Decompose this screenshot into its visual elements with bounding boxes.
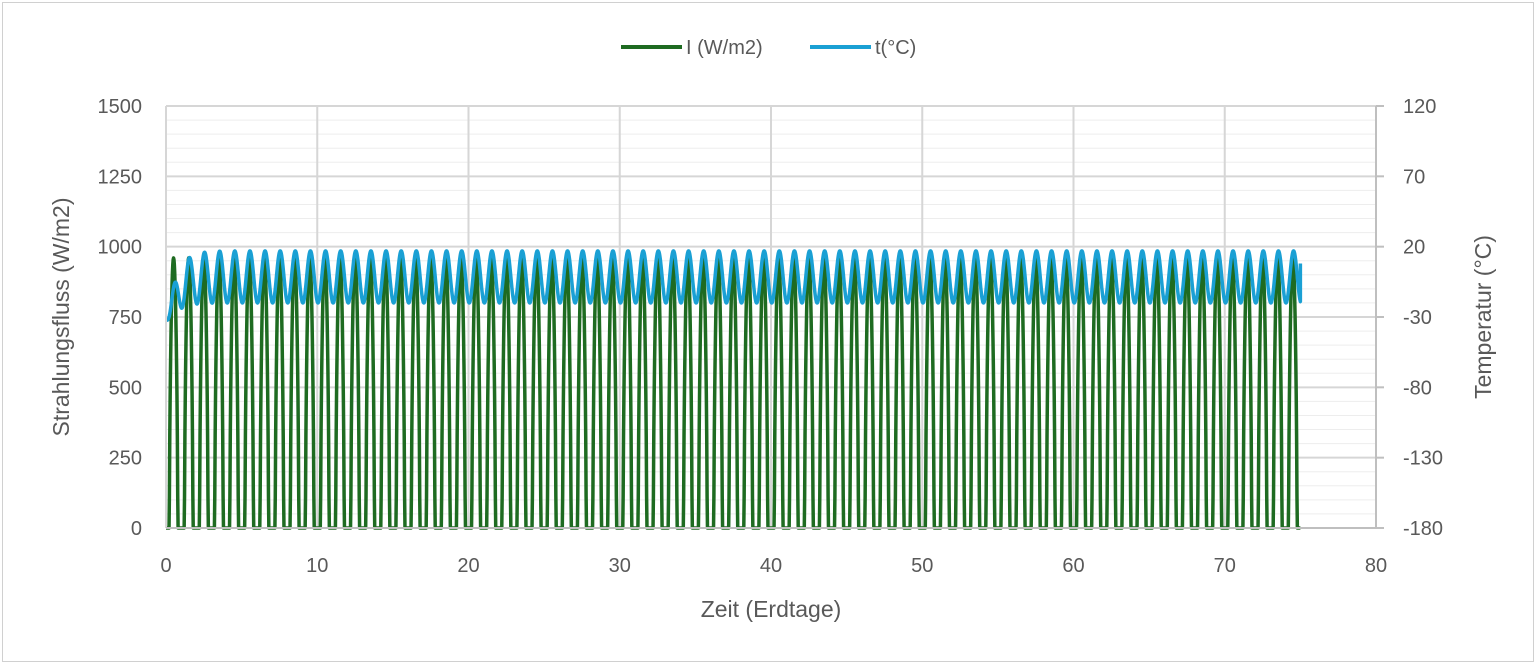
y-tick-label: 750	[109, 307, 142, 329]
x-tick-label: 50	[911, 555, 933, 577]
legend-label-irradiance: I (W/m2)	[686, 37, 763, 59]
y2-tick-label: -130	[1403, 448, 1443, 470]
y2-axis-title: Temperatur (°C)	[1470, 235, 1496, 399]
y2-tick-label: 20	[1403, 237, 1425, 259]
x-tick-label: 20	[457, 555, 479, 577]
tick-labels: 0250500750100012501500-180-130-80-302070…	[98, 96, 1444, 577]
x-tick-label: 40	[760, 555, 782, 577]
x-tick-label: 0	[160, 555, 171, 577]
y-tick-label: 1000	[98, 237, 143, 259]
x-tick-label: 60	[1062, 555, 1084, 577]
legend: I (W/m2) t(°C)	[621, 37, 916, 59]
y-tick-label: 0	[131, 518, 142, 540]
axes	[165, 105, 1384, 529]
y2-tick-label: -180	[1403, 518, 1443, 540]
temperature-line	[164, 249, 1303, 322]
y-tick-label: 500	[109, 377, 142, 399]
x-tick-label: 80	[1365, 555, 1387, 577]
x-tick-label: 10	[306, 555, 328, 577]
y2-tick-label: -80	[1403, 377, 1432, 399]
y-tick-label: 250	[109, 448, 142, 470]
x-axis-title: Zeit (Erdtage)	[701, 596, 842, 622]
y2-tick-label: -30	[1403, 307, 1432, 329]
y-tick-label: 1250	[98, 166, 143, 188]
y2-tick-label: 70	[1403, 166, 1425, 188]
y-axis-title: Strahlungsfluss (W/m2)	[48, 197, 74, 436]
legend-label-temperature: t(°C)	[875, 37, 916, 59]
x-tick-label: 30	[609, 555, 631, 577]
gridlines	[166, 105, 1376, 529]
series-temperature	[164, 249, 1303, 322]
y2-tick-label: 120	[1403, 96, 1436, 118]
x-tick-label: 70	[1214, 555, 1236, 577]
y-tick-label: 1500	[98, 96, 143, 118]
